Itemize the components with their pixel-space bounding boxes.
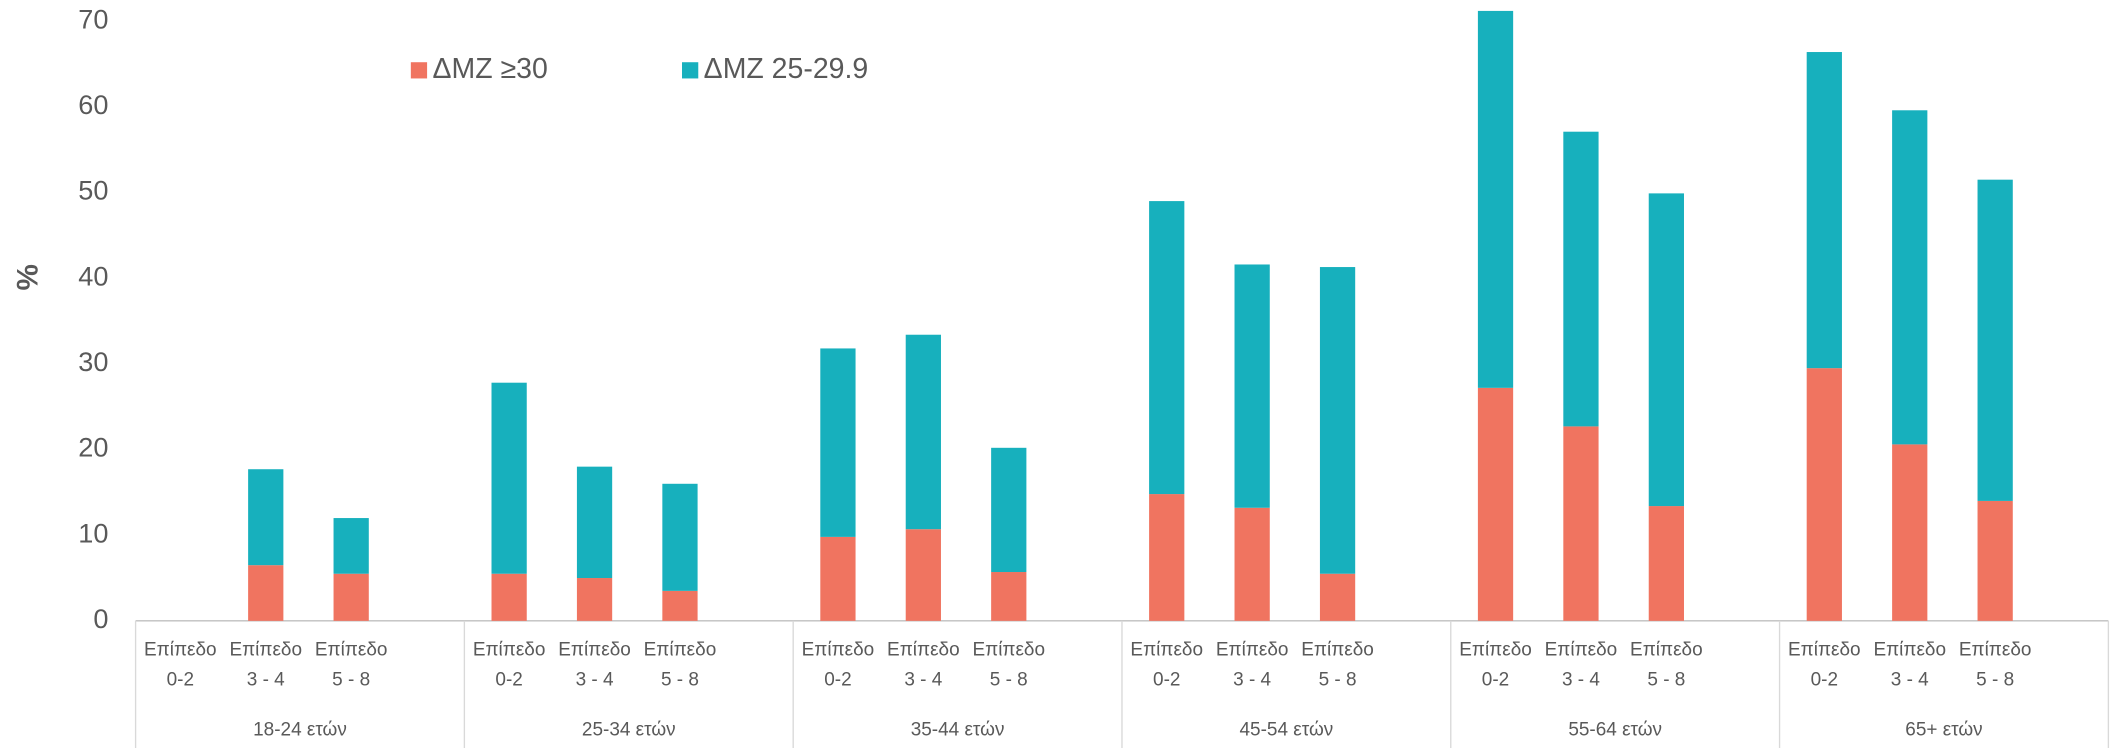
x-tick-label: Επίπεδο	[315, 640, 388, 661]
y-tick-label: 20	[78, 432, 108, 463]
bar-segment	[333, 518, 369, 574]
group-label: 45-54 ετών	[1240, 719, 1334, 740]
x-tick-label: Επίπεδο	[1873, 640, 1946, 661]
x-tick-label: 5 - 8	[1319, 669, 1357, 690]
bar-segment	[1806, 368, 1842, 621]
bar-segment	[1319, 573, 1356, 621]
x-tick-label: 0-2	[1153, 669, 1180, 690]
x-tick-label: 0-2	[495, 669, 522, 690]
x-tick-label: Επίπεδο	[1788, 640, 1861, 661]
bar-segment	[1477, 10, 1514, 388]
x-tick-label: Επίπεδο	[887, 640, 960, 661]
x-tick-label: Επίπεδο	[144, 640, 217, 661]
x-tick-label: 5 - 8	[332, 669, 370, 690]
bar-segment	[905, 334, 941, 530]
group-label: 65+ ετών	[1905, 719, 1982, 740]
bar-segment	[1648, 193, 1684, 507]
bar-segment	[662, 590, 698, 621]
x-tick-label: Επίπεδο	[644, 640, 717, 661]
bar-segment	[1892, 110, 1928, 445]
bar-segment	[1806, 52, 1842, 369]
bar-segment	[1563, 426, 1599, 621]
bar-segment	[1648, 506, 1684, 621]
y-tick-label: 50	[78, 175, 108, 206]
bar-segment	[1319, 267, 1356, 574]
legend-swatch	[682, 62, 699, 79]
x-tick-label: 3 - 4	[1233, 669, 1271, 690]
x-tick-label: Επίπεδο	[1216, 640, 1289, 661]
bar-segment	[491, 382, 527, 574]
x-tick-label: Επίπεδο	[972, 640, 1045, 661]
group-label: 18-24 ετών	[253, 719, 347, 740]
bar-segment	[1149, 201, 1185, 495]
y-tick-label: 0	[93, 603, 108, 634]
x-tick-label: Επίπεδο	[802, 640, 875, 661]
x-tick-label: 0-2	[824, 669, 851, 690]
x-tick-label: 3 - 4	[576, 669, 614, 690]
bar-segment	[1234, 507, 1270, 621]
bar-segment	[576, 466, 613, 579]
bar-segment	[1149, 494, 1185, 621]
bar-segment	[991, 447, 1027, 573]
x-tick-label: Επίπεδο	[558, 640, 631, 661]
x-tick-label: 5 - 8	[1647, 669, 1685, 690]
bar-segment	[1977, 500, 2013, 621]
x-tick-label: Επίπεδο	[1630, 640, 1703, 661]
x-tick-label: 0-2	[1811, 669, 1838, 690]
y-tick-label: 10	[78, 517, 108, 548]
y-tick-label: 40	[78, 260, 108, 291]
x-tick-label: Επίπεδο	[1301, 640, 1374, 661]
bar-segment	[1234, 264, 1270, 508]
bar-segment	[1892, 444, 1928, 621]
x-tick-label: Επίπεδο	[1959, 640, 2032, 661]
x-tick-label: 5 - 8	[661, 669, 699, 690]
x-tick-label: 5 - 8	[990, 669, 1028, 690]
bar-segment	[1563, 131, 1599, 427]
bar-segment	[491, 573, 527, 621]
x-tick-label: 5 - 8	[1976, 669, 2014, 690]
x-tick-label: 3 - 4	[904, 669, 942, 690]
legend-label: ΔΜΖ ≥30	[433, 53, 548, 85]
group-label: 35-44 ετών	[911, 719, 1005, 740]
y-tick-label: 70	[78, 3, 108, 34]
bar-segment	[248, 469, 284, 566]
y-tick-label: 60	[78, 89, 108, 120]
bar-segment	[1477, 387, 1514, 621]
bar-segment	[905, 529, 941, 621]
x-tick-label: 0-2	[1482, 669, 1509, 690]
x-tick-label: Επίπεδο	[229, 640, 302, 661]
group-label: 25-34 ετών	[582, 719, 676, 740]
bar-segment	[820, 348, 856, 537]
x-tick-label: 3 - 4	[1562, 669, 1600, 690]
bar-segment	[820, 536, 856, 621]
legend-swatch	[410, 62, 428, 79]
legend-label: ΔΜΖ 25-29.9	[704, 53, 869, 85]
y-axis-label: %	[12, 264, 45, 290]
bar-segment	[333, 573, 369, 621]
x-tick-label: 3 - 4	[1891, 669, 1929, 690]
bar-segment	[991, 572, 1027, 621]
bar-segment	[662, 483, 698, 591]
x-tick-label: 3 - 4	[247, 669, 285, 690]
x-tick-label: 0-2	[167, 669, 194, 690]
bar-segment	[248, 565, 284, 621]
group-label: 55-64 ετών	[1568, 719, 1662, 740]
x-tick-label: Επίπεδο	[1459, 640, 1532, 661]
y-tick-label: 30	[78, 346, 108, 377]
x-tick-label: Επίπεδο	[1130, 640, 1203, 661]
bar-segment	[1977, 179, 2013, 501]
x-tick-label: Επίπεδο	[1545, 640, 1618, 661]
bar-segment	[576, 578, 613, 621]
x-tick-label: Επίπεδο	[473, 640, 546, 661]
